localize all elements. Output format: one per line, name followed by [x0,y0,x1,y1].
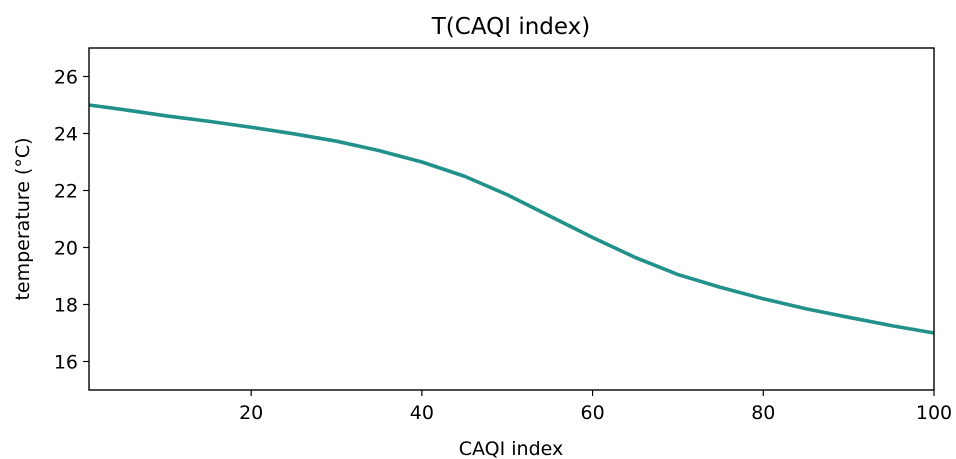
y-tick-label-26: 26 [54,67,78,89]
x-tick-label-100: 100 [916,402,952,424]
plot-area: 20 40 60 80 100 16 18 20 22 24 26 [54,47,952,424]
chart-title: T(CAQI index) [431,14,591,40]
plot-frame [88,47,935,391]
y-tick-label-24: 24 [54,124,78,146]
series-line-0 [88,103,935,335]
x-tick-label-60: 60 [580,402,604,424]
y-tick-label-18: 18 [54,295,78,317]
y-tick-label-22: 22 [54,181,78,203]
y-axis-label: temperature (°C) [12,137,34,300]
x-axis-label: CAQI index [459,438,564,459]
x-tick-label-80: 80 [751,402,775,424]
x-tick-label-20: 20 [239,402,263,424]
y-tick-label-20: 20 [54,238,78,260]
x-tick-label-40: 40 [410,402,434,424]
y-tick-label-16: 16 [54,352,78,374]
